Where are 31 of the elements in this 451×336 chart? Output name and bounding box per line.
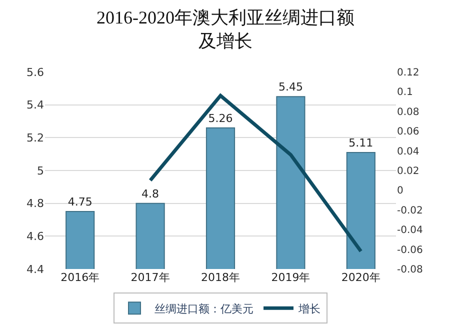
- y-tick-label: 5.4: [26, 98, 44, 112]
- y2-tick-label: 0.08: [397, 106, 420, 118]
- y-tick-label: 4.6: [26, 230, 44, 244]
- y2-tick-label: 0.06: [397, 126, 420, 138]
- chart-title: 2016-2020年澳大利亚丝绸进口额及增长: [96, 8, 354, 51]
- data-label: 5.26: [208, 112, 233, 125]
- y2-tick-label: -0.04: [397, 225, 423, 236]
- y2-tick-label: 0.1: [397, 87, 413, 98]
- x-tick-label: 2017年: [130, 271, 170, 284]
- x-tick-label: 2020年: [341, 271, 380, 284]
- data-label: 4.75: [68, 196, 92, 209]
- y2-tick-label: -0.06: [397, 244, 423, 256]
- x-tick-label: 2018年: [201, 271, 240, 284]
- y-tick-label: 5.2: [26, 132, 44, 145]
- y-tick-label: 5: [37, 164, 44, 178]
- y-tick-label: 4.8: [26, 197, 44, 210]
- y2-tick-label: 0: [397, 186, 404, 197]
- x-tick-label: 2016年: [60, 271, 100, 284]
- data-label: 5.11: [348, 136, 374, 150]
- y2-tick-label: -0.02: [397, 205, 423, 216]
- y-tick-label: 4.4: [26, 262, 44, 276]
- y2-tick-label: 0.04: [397, 146, 420, 158]
- y-tick-label: 5.6: [26, 66, 44, 79]
- legend-label: 增长: [298, 302, 320, 316]
- x-tick-label: 2019年: [271, 271, 310, 284]
- data-label: 5.45: [278, 80, 303, 94]
- legend-label: 丝绸进口额：亿美元: [154, 302, 254, 316]
- data-label: 4.8: [142, 187, 160, 200]
- y2-tick-label: 0.02: [397, 166, 420, 177]
- y2-tick-label: -0.08: [397, 264, 423, 276]
- y2-tick-label: 0.12: [397, 68, 420, 78]
